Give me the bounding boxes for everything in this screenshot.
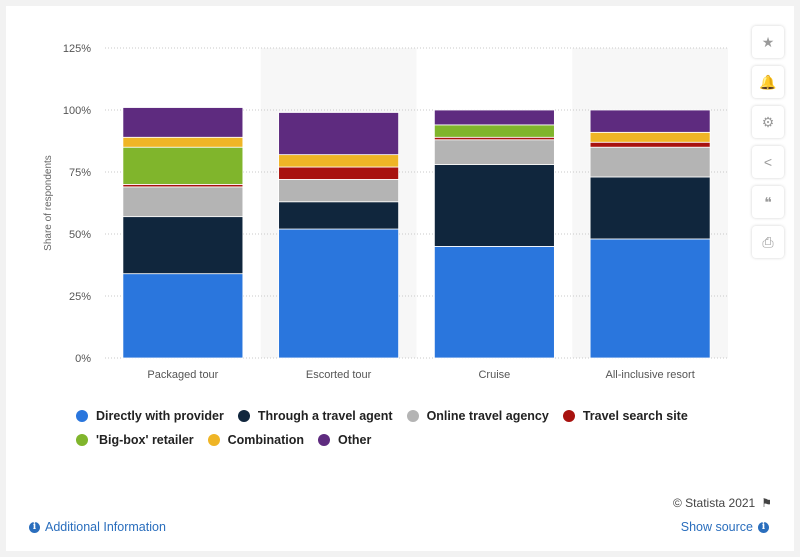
legend-label: Combination bbox=[227, 433, 305, 447]
show-source-link[interactable]: Show source i bbox=[681, 520, 774, 534]
legend-row: Directly with provider Through a travel a… bbox=[76, 404, 716, 428]
legend-swatch bbox=[562, 410, 575, 422]
bar-segment bbox=[589, 146, 711, 178]
bar-segment bbox=[433, 245, 555, 359]
quote-icon: ❝ bbox=[764, 193, 772, 210]
bar-segment bbox=[589, 176, 711, 240]
flag-icon[interactable]: ⚑ bbox=[761, 496, 772, 510]
bar-segment bbox=[278, 179, 400, 203]
legend-item[interactable]: Other bbox=[318, 433, 371, 447]
bell-button[interactable]: 🔔 bbox=[752, 66, 784, 98]
credit-text: © Statista 2021 bbox=[673, 496, 756, 510]
bar-segment bbox=[278, 154, 400, 168]
star-icon: ★ bbox=[761, 33, 775, 50]
bar-segment bbox=[278, 201, 400, 230]
bar-segment bbox=[589, 109, 711, 133]
legend-item[interactable]: Through a travel agent bbox=[237, 409, 393, 423]
legend-label: 'Big-box' retailer bbox=[96, 433, 194, 447]
statista-credit: © Statista 2021 ⚑ bbox=[673, 496, 772, 510]
legend-item[interactable]: Combination bbox=[207, 433, 305, 447]
info-icon: i bbox=[758, 521, 769, 533]
y-tick-label: 125% bbox=[63, 43, 91, 55]
legend-swatch bbox=[318, 434, 331, 446]
bar-segment bbox=[122, 273, 244, 359]
additional-information-label: Additional Information bbox=[45, 520, 166, 534]
legend-item[interactable]: 'Big-box' retailer bbox=[76, 433, 194, 447]
y-tick-label: 100% bbox=[63, 105, 91, 117]
bell-icon: 🔔 bbox=[759, 73, 777, 90]
gear-button[interactable]: ⚙ bbox=[752, 106, 784, 138]
legend-item[interactable]: Directly with provider bbox=[76, 409, 224, 423]
x-tick-label: Escorted tour bbox=[306, 369, 372, 381]
star-button[interactable]: ★ bbox=[752, 26, 784, 58]
legend-swatch bbox=[406, 410, 419, 422]
show-source-label: Show source bbox=[680, 520, 753, 534]
gear-icon: ⚙ bbox=[761, 113, 775, 130]
y-tick-label: 25% bbox=[69, 291, 91, 303]
y-tick-label: 0% bbox=[75, 353, 91, 365]
bar-segment bbox=[278, 166, 400, 180]
bar-segment bbox=[589, 141, 711, 148]
chart-legend: Directly with provider Through a travel a… bbox=[76, 404, 716, 452]
x-tick-label: Cruise bbox=[478, 369, 510, 381]
y-tick-label: 75% bbox=[69, 167, 91, 179]
bar-segment bbox=[433, 164, 555, 247]
bar-segment bbox=[122, 216, 244, 275]
info-icon: i bbox=[29, 521, 40, 533]
legend-item[interactable]: Online travel agency bbox=[406, 409, 549, 423]
chart-card: 0% 25% 50% 75% 100% 125% Share of respondents P… bbox=[6, 6, 794, 551]
x-tick-label: All-inclusive resort bbox=[606, 369, 695, 381]
x-tick-label: Packaged tour bbox=[147, 369, 218, 381]
bar-segment bbox=[278, 112, 400, 156]
bar-segment bbox=[122, 186, 244, 218]
legend-label: Travel search site bbox=[582, 409, 688, 423]
legend-swatch bbox=[237, 410, 250, 422]
legend-label: Other bbox=[338, 433, 372, 447]
bar-segment bbox=[122, 136, 244, 148]
legend-label: Through a travel agent bbox=[257, 409, 393, 423]
legend-swatch bbox=[76, 410, 88, 422]
bar-segment bbox=[433, 139, 555, 165]
bar-segment bbox=[433, 124, 555, 138]
print-button[interactable]: ⎙ bbox=[752, 226, 784, 258]
legend-item[interactable]: Travel search site bbox=[562, 409, 688, 423]
y-axis-label: Share of respondents bbox=[43, 155, 54, 251]
share-button[interactable]: < bbox=[752, 146, 784, 178]
legend-label: Online travel agency bbox=[426, 409, 549, 423]
legend-label: Directly with provider bbox=[96, 409, 224, 423]
bar-segment bbox=[122, 146, 244, 185]
stacked-bar-chart: 0% 25% 50% 75% 100% 125% Share of respondents P… bbox=[43, 43, 728, 381]
bar-segment bbox=[433, 109, 555, 126]
additional-information-link[interactable]: i Additional Information bbox=[24, 520, 166, 534]
print-icon: ⎙ bbox=[762, 233, 774, 250]
bar-segment bbox=[589, 238, 711, 359]
share-icon: < bbox=[763, 154, 773, 170]
legend-swatch bbox=[76, 434, 88, 446]
bar-segment bbox=[278, 228, 400, 359]
legend-row: 'Big-box' retailer Combination Other bbox=[76, 428, 716, 452]
chart-toolbar: ★ 🔔 ⚙ < ❝ ⎙ bbox=[752, 26, 784, 266]
bar-segment bbox=[122, 107, 244, 138]
bar-segment bbox=[589, 131, 711, 143]
legend-swatch bbox=[207, 434, 220, 446]
quote-button[interactable]: ❝ bbox=[752, 186, 784, 218]
y-tick-label: 50% bbox=[69, 229, 91, 241]
